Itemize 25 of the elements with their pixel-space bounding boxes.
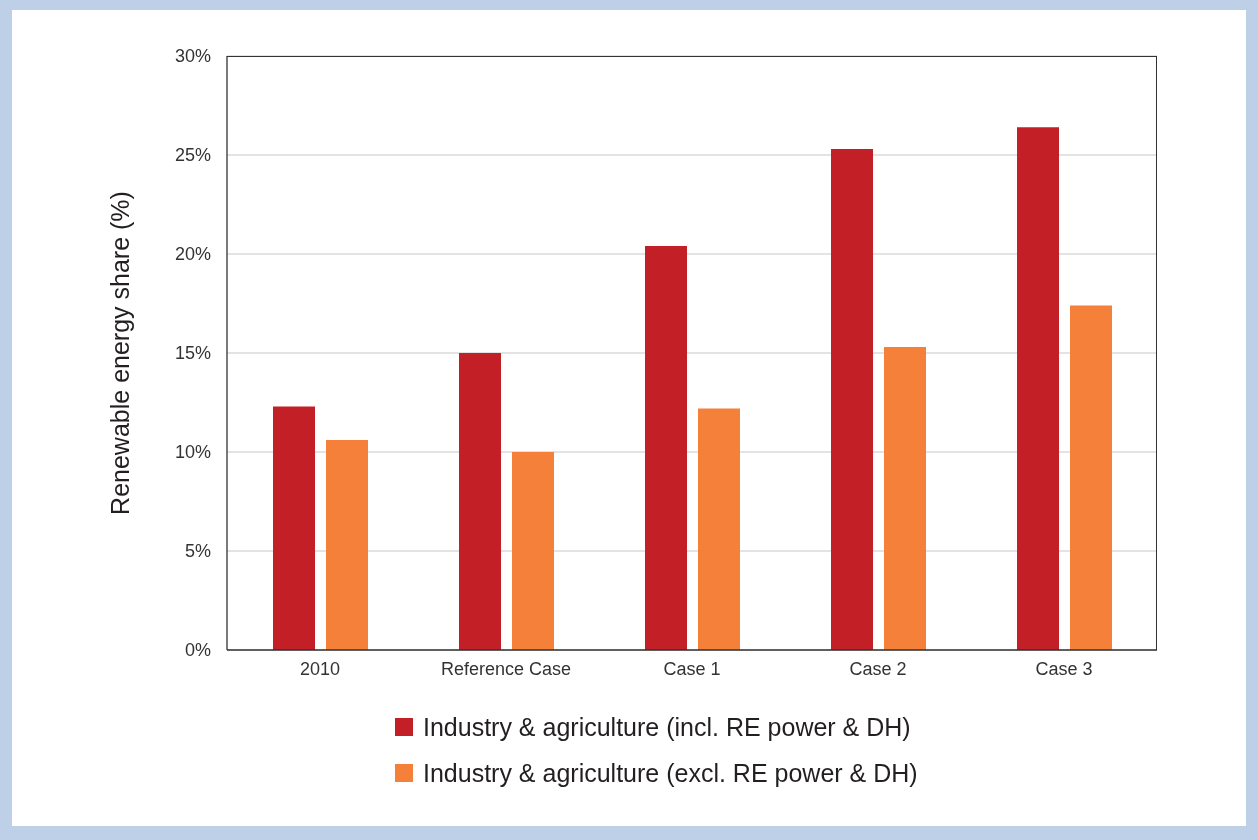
bar (645, 246, 687, 650)
y-axis-title: Renewable energy share (%) (105, 191, 134, 515)
bar (831, 149, 873, 650)
x-tick-label: Case 1 (663, 658, 721, 679)
legend-label: Industry & agriculture (excl. RE power & DH) (423, 758, 918, 788)
bar (884, 347, 926, 650)
x-tick-label: 2010 (299, 658, 341, 679)
y-tick-label: 0% (184, 640, 211, 661)
x-tick-label: Reference Case (440, 658, 572, 679)
bar (512, 452, 554, 650)
bar (698, 408, 740, 650)
y-tick-label: 5% (184, 541, 211, 562)
bar (459, 353, 501, 650)
y-tick-label: 30% (174, 46, 211, 67)
bar (273, 406, 315, 650)
x-tick-label: Case 3 (1035, 658, 1093, 679)
bar (326, 440, 368, 650)
y-tick-label: 15% (174, 343, 211, 364)
legend-label: Industry & agriculture (incl. RE power & DH) (423, 712, 911, 742)
bar (1070, 305, 1112, 650)
y-tick-label: 20% (174, 244, 211, 265)
bar (1017, 127, 1059, 650)
y-tick-label: 10% (174, 442, 211, 463)
y-tick-label: 25% (174, 145, 211, 166)
x-tick-label: Case 2 (849, 658, 907, 679)
